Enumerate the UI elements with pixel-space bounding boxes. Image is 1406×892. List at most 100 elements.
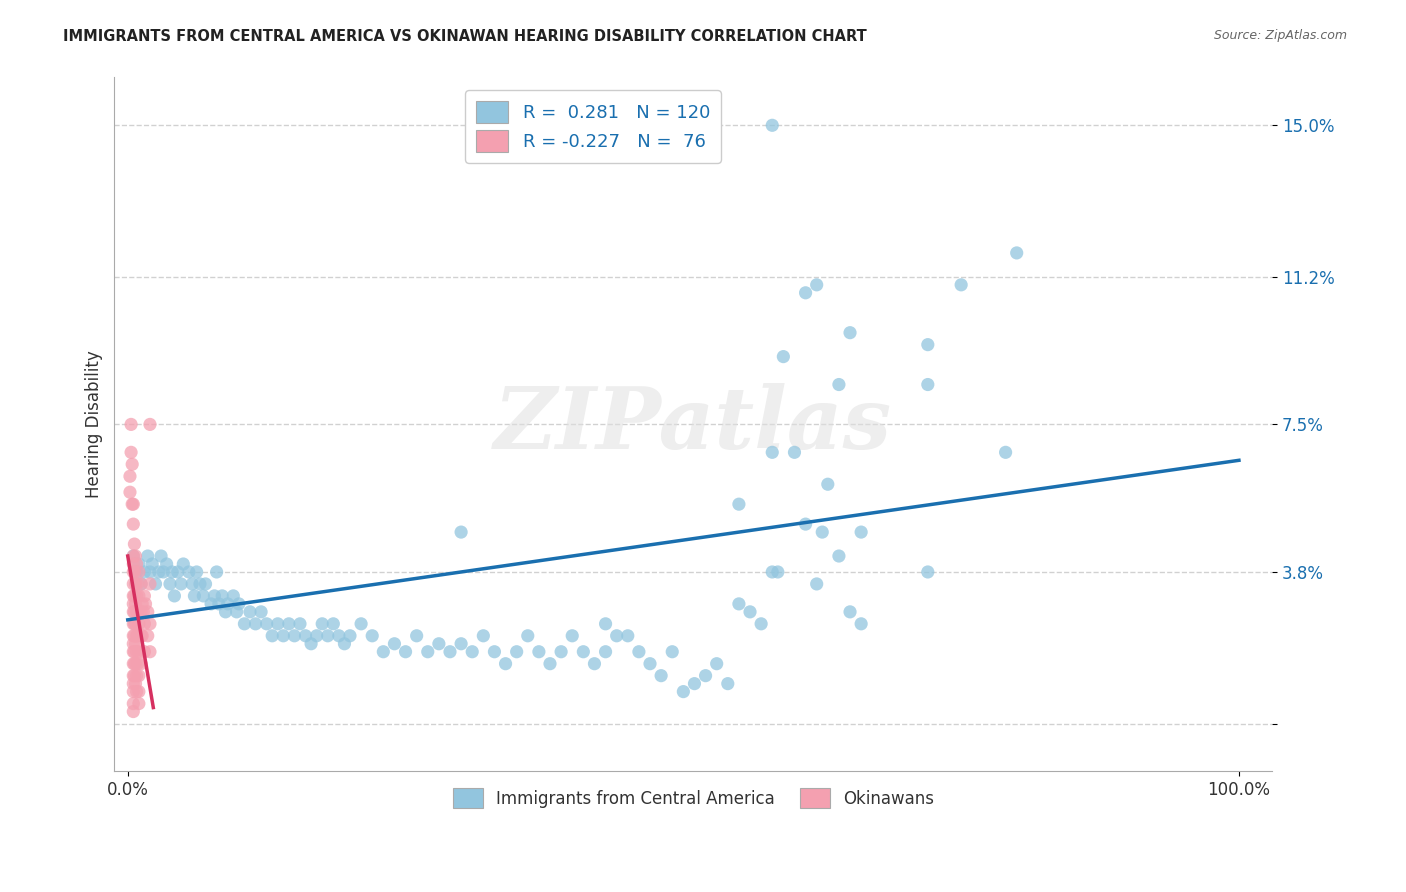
Point (125, 684, 148, 698)
Point (122, 605, 145, 619)
Point (139, 417, 162, 432)
Point (214, 605, 236, 619)
Point (127, 605, 149, 619)
Point (128, 565, 150, 579)
Point (172, 557, 194, 571)
Point (761, 565, 783, 579)
Point (233, 616, 256, 631)
Point (124, 629, 146, 643)
Point (311, 616, 333, 631)
Point (333, 637, 356, 651)
Point (484, 645, 506, 659)
Point (205, 565, 228, 579)
Point (136, 605, 159, 619)
Point (139, 645, 162, 659)
Point (917, 337, 939, 351)
Point (394, 645, 416, 659)
Point (439, 645, 461, 659)
Point (124, 605, 146, 619)
Point (134, 616, 156, 631)
Point (267, 616, 290, 631)
Point (450, 525, 472, 540)
Point (122, 597, 145, 611)
Point (159, 577, 181, 591)
Point (118, 469, 141, 483)
Point (122, 616, 145, 631)
Point (122, 629, 145, 643)
Point (124, 577, 146, 591)
Point (561, 629, 583, 643)
Point (761, 118, 783, 132)
Point (139, 577, 162, 591)
Point (122, 645, 145, 659)
Point (228, 597, 250, 611)
Point (550, 645, 572, 659)
Point (125, 557, 148, 571)
Point (134, 645, 156, 659)
Point (204, 589, 226, 603)
Legend: Immigrants from Central America, Okinawans: Immigrants from Central America, Okinawa… (446, 781, 941, 815)
Point (150, 549, 173, 563)
Point (749, 616, 772, 631)
Point (294, 629, 316, 643)
Point (200, 597, 222, 611)
Point (120, 445, 142, 459)
Point (124, 565, 146, 579)
Point (122, 684, 145, 698)
Point (527, 645, 550, 659)
Point (183, 589, 205, 603)
Point (124, 637, 146, 651)
Point (124, 657, 146, 671)
Point (706, 657, 728, 671)
Point (160, 565, 183, 579)
Point (416, 645, 439, 659)
Point (595, 616, 617, 631)
Point (125, 668, 148, 682)
Point (772, 350, 794, 364)
Point (136, 549, 159, 563)
Point (121, 458, 143, 472)
Text: Source: ZipAtlas.com: Source: ZipAtlas.com (1213, 29, 1347, 42)
Point (450, 637, 472, 651)
Point (288, 616, 311, 631)
Point (1005, 246, 1028, 260)
Point (128, 589, 150, 603)
Point (129, 577, 152, 591)
Point (136, 629, 159, 643)
Point (152, 565, 174, 579)
Point (122, 517, 145, 532)
Point (672, 684, 695, 698)
Point (134, 565, 156, 579)
Point (516, 629, 538, 643)
Point (839, 326, 862, 340)
Point (124, 597, 146, 611)
Point (122, 657, 145, 671)
Text: ZIPatlas: ZIPatlas (495, 383, 893, 467)
Point (128, 616, 150, 631)
Point (129, 657, 152, 671)
Point (472, 629, 495, 643)
Point (131, 629, 153, 643)
Point (193, 589, 215, 603)
Point (122, 676, 145, 690)
Point (339, 629, 361, 643)
Point (427, 637, 450, 651)
Point (181, 577, 204, 591)
Point (994, 445, 1017, 459)
Point (766, 565, 789, 579)
Point (122, 565, 145, 579)
Point (783, 445, 806, 459)
Point (125, 565, 148, 579)
Point (188, 577, 211, 591)
Point (461, 645, 484, 659)
Point (384, 637, 406, 651)
Point (156, 557, 179, 571)
Point (122, 549, 145, 563)
Point (125, 629, 148, 643)
Point (128, 645, 150, 659)
Point (129, 577, 152, 591)
Point (738, 605, 761, 619)
Y-axis label: Hearing Disability: Hearing Disability (86, 351, 103, 499)
Point (305, 629, 328, 643)
Point (806, 277, 828, 292)
